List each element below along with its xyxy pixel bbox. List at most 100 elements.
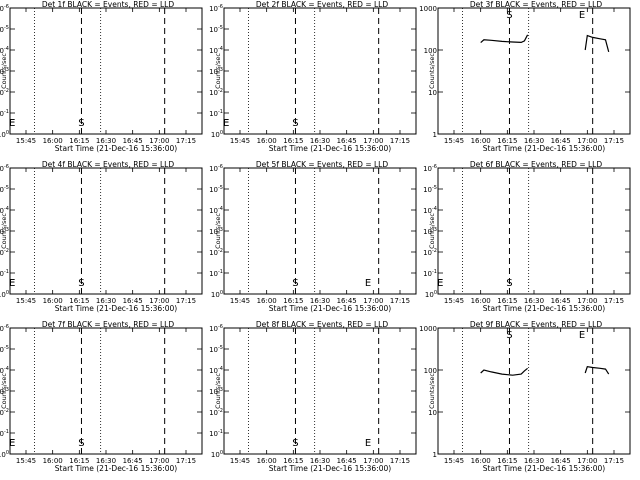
panel-title: Det 4f BLACK = Events, RED = LLD	[42, 160, 175, 169]
plot-frame	[223, 167, 417, 295]
y-tick-label: 10-2	[209, 408, 223, 417]
x-axis-label: Start Time (21-Dec-16 15:36:00)	[269, 144, 391, 153]
x-tick-label: 16:00	[43, 137, 63, 145]
y-tick-label: 10-4	[0, 206, 9, 215]
series-line	[480, 34, 529, 44]
x-tick-label: 16:45	[551, 297, 571, 305]
x-tick-label: 16:15	[69, 297, 89, 305]
x-tick-label: 16:00	[257, 137, 277, 145]
end-marker: E	[579, 10, 585, 21]
y-tick-label: 1	[433, 451, 437, 459]
x-tick-label: 15:45	[230, 297, 250, 305]
panel-title: Det 1f BLACK = Events, RED = LLD	[42, 0, 175, 9]
y-tick-label: 10-2	[0, 248, 9, 257]
y-tick-label: 10-3	[209, 227, 223, 236]
end-marker: E	[365, 438, 371, 449]
y-tick-label: 10-4	[209, 46, 223, 55]
y-tick-label: 10-5	[209, 25, 223, 34]
y-tick-label: 10-6	[209, 164, 223, 173]
y-tick-label: 10-5	[423, 185, 437, 194]
y-tick-label: 10-2	[209, 248, 223, 257]
x-axis-label: Start Time (21-Dec-16 15:36:00)	[483, 304, 605, 313]
x-tick-label: 17:00	[363, 137, 383, 145]
y-tick-label: 10-1	[423, 269, 437, 278]
x-tick-label: 16:30	[524, 137, 544, 145]
plot-frame	[437, 327, 631, 455]
end-marker: E	[365, 278, 371, 289]
detector-panel: Det 6f BLACK = Events, RED = LLD 15:45 16:…	[423, 160, 631, 313]
plot-frame	[437, 167, 631, 295]
x-axis-label: Start Time (21-Dec-16 15:36:00)	[269, 304, 391, 313]
start-marker: S	[292, 118, 298, 129]
x-tick-label: 17:15	[390, 457, 410, 465]
x-tick-label: 17:15	[604, 137, 624, 145]
x-tick-label: 16:00	[257, 297, 277, 305]
y-tick-label: 10-1	[209, 109, 223, 118]
y-tick-label: 10-6	[209, 4, 223, 13]
x-axis-label: Start Time (21-Dec-16 15:36:00)	[55, 144, 177, 153]
x-tick-label: 16:45	[551, 457, 571, 465]
y-tick-label: 10-1	[209, 429, 223, 438]
x-tick-label: 17:00	[363, 457, 383, 465]
series-line	[480, 367, 528, 376]
x-tick-label: 16:45	[337, 297, 357, 305]
y-tick-label: 10-4	[209, 366, 223, 375]
x-tick-label: 17:15	[176, 297, 196, 305]
detector-panel: Det 2f BLACK = Events, RED = LLD 15:45 16:…	[209, 0, 417, 153]
series-line	[584, 366, 610, 375]
detector-panel: Det 3f BLACK = Events, RED = LLD 15:45 16:…	[419, 0, 631, 153]
y-tick-label: 100	[424, 367, 437, 375]
end-marker: E	[437, 278, 443, 289]
x-axis-label: Start Time (21-Dec-16 15:36:00)	[55, 304, 177, 313]
panel-title: Det 6f BLACK = Events, RED = LLD	[470, 160, 603, 169]
x-tick-label: 16:00	[471, 137, 491, 145]
x-tick-label: 16:15	[69, 457, 89, 465]
x-axis-label: Start Time (21-Dec-16 15:36:00)	[269, 464, 391, 473]
y-tick-label: 1	[433, 131, 437, 139]
start-marker: S	[506, 278, 512, 289]
y-tick-label: 10-1	[0, 429, 9, 438]
y-tick-label: 100	[211, 450, 223, 459]
y-tick-label: 100	[424, 47, 437, 55]
start-marker: S	[78, 118, 84, 129]
x-tick-label: 16:45	[123, 137, 143, 145]
start-marker: S	[292, 438, 298, 449]
plot-frame	[9, 167, 203, 295]
plot-frame	[9, 327, 203, 455]
end-marker: E	[9, 118, 15, 129]
y-axis-label: Counts/sec	[214, 373, 222, 409]
y-tick-label: 10-5	[209, 185, 223, 194]
y-tick-label: 10-3	[0, 67, 9, 76]
detector-panel: Det 1f BLACK = Events, RED = LLD 15:45 16:…	[0, 0, 203, 153]
x-tick-label: 16:30	[96, 457, 116, 465]
y-tick-label: 10-3	[209, 67, 223, 76]
x-tick-label: 17:00	[149, 457, 169, 465]
y-tick-label: 10-2	[209, 88, 223, 97]
end-marker: E	[9, 278, 15, 289]
y-tick-label: 1000	[419, 325, 437, 333]
y-axis-label: Counts/sec	[214, 53, 222, 89]
x-tick-label: 17:00	[577, 137, 597, 145]
x-tick-label: 17:00	[149, 297, 169, 305]
end-marker: E	[223, 118, 229, 129]
x-tick-label: 16:30	[524, 297, 544, 305]
y-tick-label: 10-2	[0, 88, 9, 97]
y-tick-label: 10-1	[209, 269, 223, 278]
y-axis-label: Counts/sec	[428, 53, 436, 89]
start-marker: S	[78, 438, 84, 449]
end-marker: E	[579, 330, 585, 341]
x-tick-label: 16:45	[123, 457, 143, 465]
x-tick-label: 16:30	[96, 137, 116, 145]
x-tick-label: 15:45	[16, 457, 36, 465]
x-tick-label: 17:15	[176, 137, 196, 145]
x-tick-label: 15:45	[444, 297, 464, 305]
y-tick-label: 10-3	[0, 387, 9, 396]
y-tick-label: 100	[211, 130, 223, 139]
y-tick-label: 100	[0, 130, 9, 139]
x-tick-label: 17:00	[149, 137, 169, 145]
x-tick-label: 16:00	[471, 297, 491, 305]
x-tick-label: 16:00	[43, 297, 63, 305]
y-tick-label: 10-3	[209, 387, 223, 396]
y-tick-label: 10-6	[423, 164, 437, 173]
y-tick-label: 10-3	[0, 227, 9, 236]
